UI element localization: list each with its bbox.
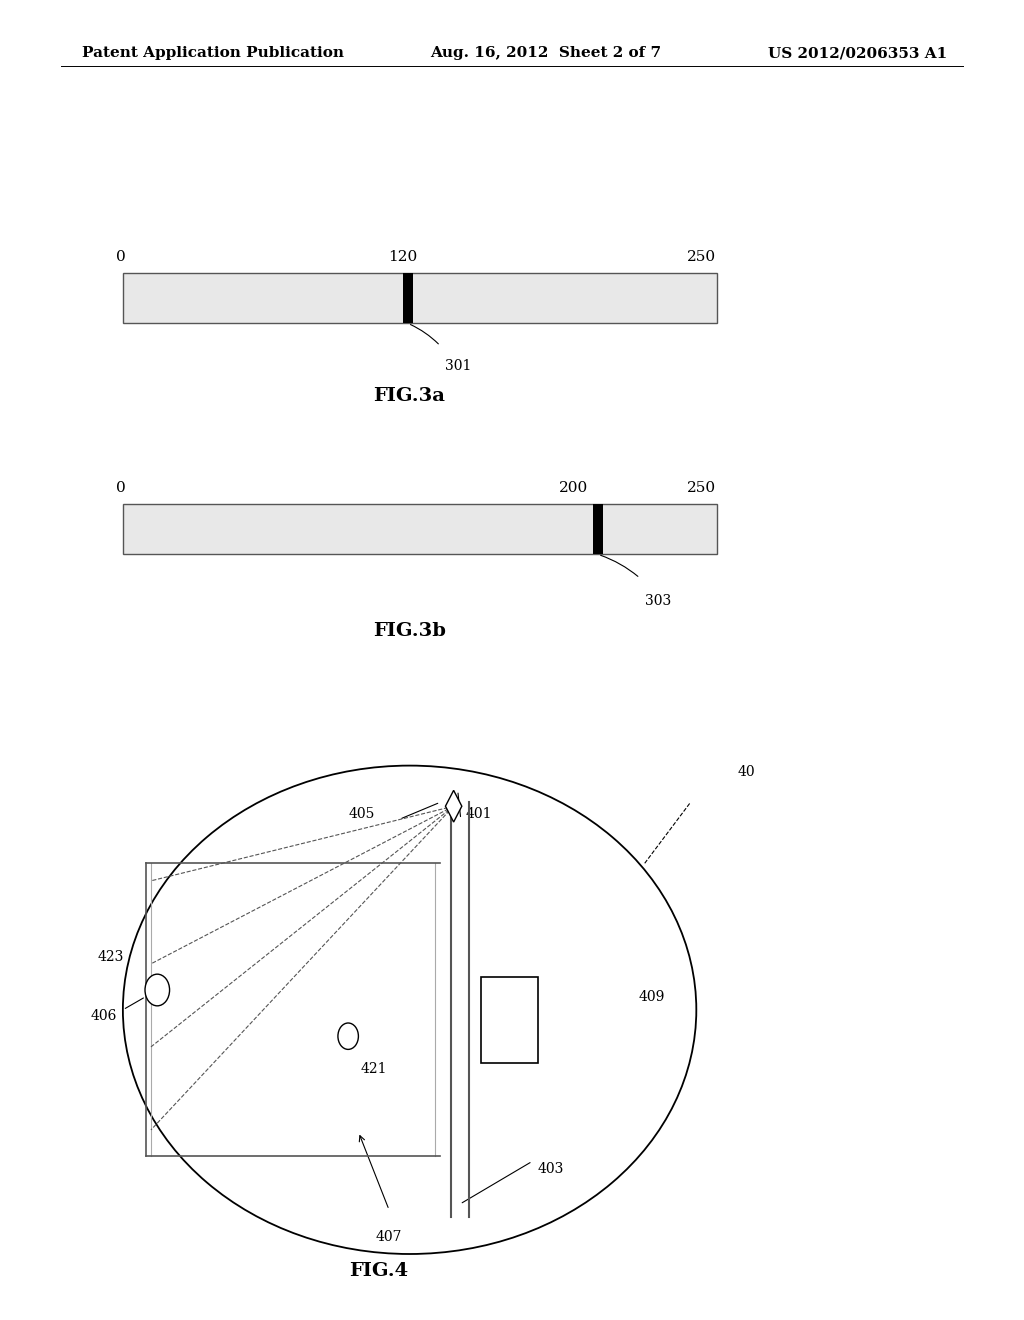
FancyBboxPatch shape (593, 504, 603, 554)
Text: 405: 405 (348, 808, 375, 821)
Text: FIG.4: FIG.4 (349, 1262, 409, 1280)
Polygon shape (445, 791, 462, 822)
Text: FIG.3b: FIG.3b (373, 622, 446, 640)
Text: 301: 301 (445, 359, 472, 374)
Text: FIG.3a: FIG.3a (374, 387, 445, 405)
Circle shape (338, 1023, 358, 1049)
Text: 407: 407 (376, 1230, 402, 1243)
Text: 200: 200 (559, 480, 588, 495)
Text: 403: 403 (538, 1162, 564, 1176)
Ellipse shape (123, 766, 696, 1254)
Text: 0: 0 (116, 480, 126, 495)
FancyBboxPatch shape (481, 977, 538, 1063)
FancyBboxPatch shape (123, 273, 717, 323)
Text: 401: 401 (466, 808, 493, 821)
Text: 40: 40 (737, 766, 755, 779)
Text: Aug. 16, 2012  Sheet 2 of 7: Aug. 16, 2012 Sheet 2 of 7 (430, 46, 662, 61)
Text: Patent Application Publication: Patent Application Publication (82, 46, 344, 61)
Text: 250: 250 (687, 249, 716, 264)
Text: US 2012/0206353 A1: US 2012/0206353 A1 (768, 46, 947, 61)
Text: 250: 250 (687, 480, 716, 495)
Text: 120: 120 (388, 249, 417, 264)
Circle shape (145, 974, 170, 1006)
Text: 423: 423 (98, 950, 124, 964)
FancyBboxPatch shape (402, 273, 413, 323)
Text: 406: 406 (91, 1010, 117, 1023)
Text: 303: 303 (645, 594, 672, 609)
FancyBboxPatch shape (123, 504, 717, 554)
Text: 421: 421 (360, 1063, 387, 1076)
Text: 0: 0 (116, 249, 126, 264)
Text: 409: 409 (639, 990, 666, 1003)
